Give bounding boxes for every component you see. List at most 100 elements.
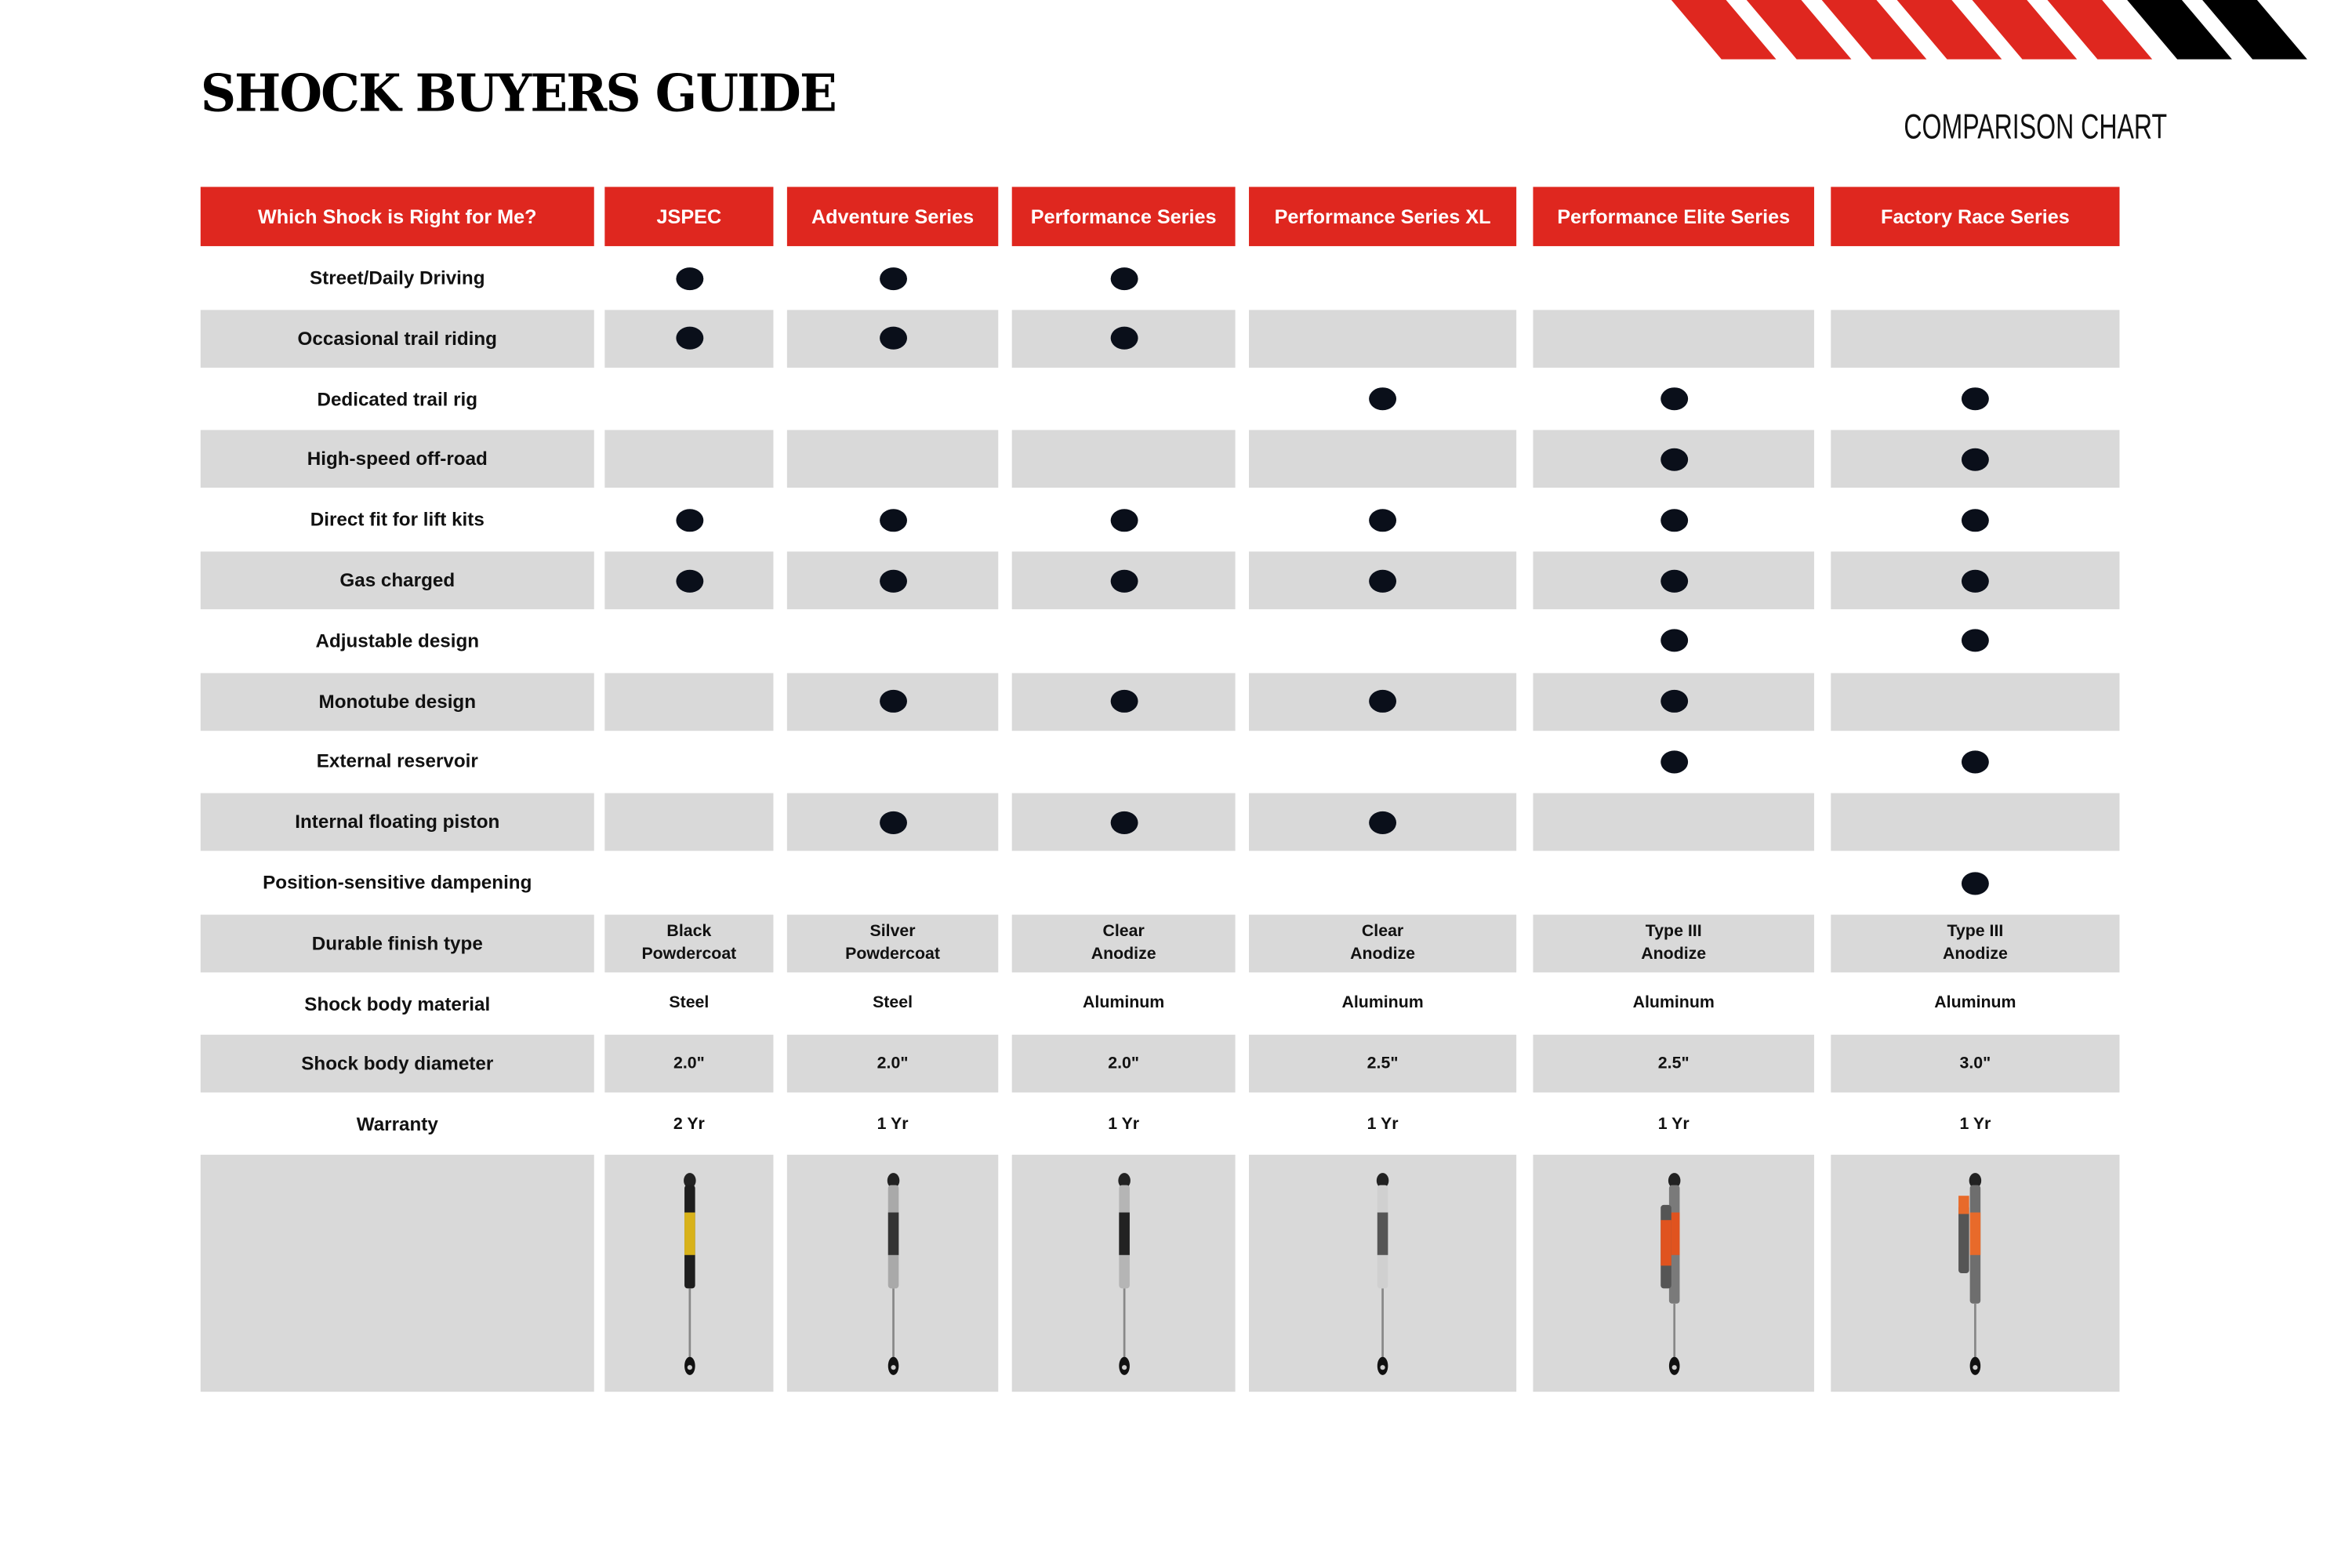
stripe (1896, 0, 2002, 60)
feature-cell (1831, 370, 2119, 428)
feature-cell (1012, 612, 1236, 670)
page-subtitle: COMPARISON CHART (1904, 106, 2168, 147)
stripe (1671, 0, 1777, 60)
feature-cell (1533, 551, 1814, 610)
feature-cell (604, 370, 773, 428)
feature-cell (786, 672, 999, 731)
feature-cell (1533, 612, 1814, 670)
spec-value: 1 Yr (1367, 1114, 1399, 1134)
spec-value: 1 Yr (877, 1114, 909, 1134)
shock-image (1831, 1154, 2120, 1392)
feature-cell (787, 370, 998, 428)
check-dot-icon (1109, 811, 1138, 834)
feature-cell (1012, 733, 1236, 791)
decorative-stripes (1671, 0, 2307, 60)
feature-cell (1249, 672, 1517, 731)
shock-absorber-image (1958, 1173, 1982, 1375)
check-dot-icon (1109, 568, 1138, 592)
shock-image (604, 1154, 774, 1392)
feature-cell (786, 309, 999, 368)
feature-cell (1533, 854, 1814, 912)
feature-cell (1533, 430, 1814, 488)
feature-cell (1533, 793, 1814, 851)
stripe (1821, 0, 1927, 60)
feature-label: Street/Daily Driving (310, 267, 485, 289)
shock-absorber-image (1117, 1173, 1130, 1375)
feature-cell (1011, 793, 1236, 851)
feature-cell (787, 491, 998, 549)
spec-value: Type III Anodize (1533, 914, 1814, 972)
feature-cell (1011, 672, 1236, 731)
spec-value: Silver Powdercoat (786, 914, 999, 972)
feature-cell (1249, 491, 1516, 549)
feature-label: External reservoir (316, 751, 478, 773)
check-dot-icon (1369, 568, 1397, 592)
check-dot-icon (1660, 750, 1688, 774)
check-dot-icon (675, 327, 703, 350)
spec-value: 2.5" (1533, 1035, 1814, 1094)
feature-cell (786, 430, 999, 488)
feature-cell (604, 733, 773, 791)
spec-value: Steel (669, 993, 710, 1012)
feature-label: High-speed off-road (200, 430, 594, 488)
feature-cell (1249, 793, 1517, 851)
stripe (2127, 0, 2232, 60)
feature-label: Adjustable design (315, 630, 480, 652)
spec-value: Clear Anodize (1249, 914, 1517, 972)
header-series: Adventure Series (786, 187, 999, 246)
check-dot-icon (1369, 811, 1397, 834)
feature-cell (1249, 854, 1516, 912)
spec-label: Warranty (356, 1113, 438, 1136)
header-series: Performance Series XL (1249, 187, 1517, 246)
feature-cell (786, 551, 999, 610)
check-dot-icon (1369, 387, 1397, 411)
feature-cell (1831, 793, 2120, 851)
feature-label: Position-sensitive dampening (263, 872, 532, 894)
feature-cell (604, 551, 774, 610)
spec-value: Aluminum (1083, 993, 1165, 1012)
feature-cell (1249, 309, 1517, 368)
check-dot-icon (1660, 448, 1688, 471)
feature-cell (1831, 551, 2120, 610)
feature-cell (787, 249, 998, 307)
shock-absorber-image (1660, 1173, 1680, 1375)
header-series: Performance Elite Series (1533, 187, 1814, 246)
shock-absorber-image (886, 1173, 899, 1375)
feature-cell (1012, 854, 1236, 912)
check-dot-icon (879, 327, 907, 350)
check-dot-icon (1660, 387, 1688, 411)
check-dot-icon (1961, 387, 1989, 411)
check-dot-icon (1660, 629, 1688, 652)
spec-value: 3.0" (1831, 1035, 2120, 1094)
shock-image (1011, 1154, 1236, 1392)
check-dot-icon (1109, 508, 1138, 532)
check-dot-icon (675, 267, 703, 290)
check-dot-icon (1961, 568, 1989, 592)
feature-label: Direct fit for lift kits (310, 509, 485, 531)
check-dot-icon (879, 690, 907, 713)
feature-cell (1831, 733, 2119, 791)
feature-cell (1831, 612, 2119, 670)
check-dot-icon (1109, 267, 1138, 290)
stripe (2047, 0, 2153, 60)
check-dot-icon (879, 811, 907, 834)
check-dot-icon (1961, 871, 1989, 895)
check-dot-icon (879, 508, 907, 532)
check-dot-icon (1369, 690, 1397, 713)
shock-absorber-image (683, 1173, 695, 1375)
feature-cell (1012, 249, 1236, 307)
spec-value: 2 Yr (673, 1114, 705, 1134)
feature-cell (604, 672, 774, 731)
feature-cell (1011, 309, 1236, 368)
spec-label: Durable finish type (200, 914, 594, 972)
feature-cell (604, 249, 773, 307)
feature-cell (604, 612, 773, 670)
stripe (1746, 0, 1852, 60)
spec-value: 1 Yr (1657, 1114, 1690, 1134)
feature-cell (1533, 491, 1814, 549)
spec-value: 2.0" (1011, 1035, 1236, 1094)
feature-cell (787, 733, 998, 791)
header-corner: Which Shock is Right for Me? (200, 187, 594, 246)
feature-cell (1831, 854, 2119, 912)
feature-cell (1831, 249, 2119, 307)
